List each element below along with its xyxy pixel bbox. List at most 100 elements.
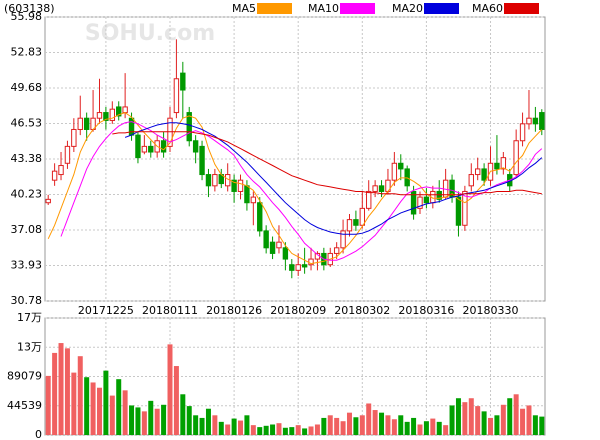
volume-bar	[84, 377, 90, 435]
candle-body	[276, 241, 282, 249]
candle-body	[539, 112, 545, 130]
y-tick-label: 17万	[17, 311, 42, 324]
candle-body	[410, 190, 417, 215]
candle-body	[391, 162, 398, 181]
candle-body	[359, 207, 366, 226]
candle-body	[263, 230, 269, 249]
volume-bar	[520, 408, 526, 435]
volume-bar	[494, 415, 500, 435]
volume-bar	[513, 394, 519, 435]
volume-bar	[308, 426, 314, 435]
volume-bar	[135, 407, 141, 435]
volume-bar	[385, 415, 391, 435]
ma-line	[112, 131, 542, 196]
candle-body	[474, 168, 481, 176]
volume-bar	[379, 412, 385, 435]
volume-bar	[340, 421, 346, 435]
volume-bar	[282, 427, 288, 435]
volume-bar	[71, 372, 77, 435]
legend-label: MA60	[472, 2, 503, 15]
volume-bar	[449, 405, 455, 435]
candle-body	[77, 117, 83, 130]
volume-bar	[205, 408, 211, 435]
candle-body	[250, 196, 257, 204]
y-tick-label: 37.08	[11, 223, 43, 236]
volume-bar	[199, 417, 205, 435]
candle-body	[500, 157, 507, 170]
volume-bar	[173, 366, 179, 435]
legend-label: MA5	[232, 2, 256, 15]
volume-bar	[148, 400, 154, 435]
volume-bar	[250, 425, 256, 435]
candle-body	[64, 145, 71, 164]
candle-body	[83, 117, 90, 130]
candle-body	[282, 247, 289, 260]
candle-body	[244, 185, 250, 204]
candle-body	[372, 185, 378, 192]
candle-body	[71, 128, 77, 147]
x-tick-label: 20180209	[270, 304, 326, 317]
legend-swatch	[257, 3, 292, 14]
candle-body	[199, 145, 205, 176]
volume-bar	[417, 424, 423, 435]
candle-body	[301, 264, 308, 268]
volume-bar	[129, 405, 135, 435]
candle-body	[289, 264, 295, 271]
candle-body	[58, 165, 64, 176]
candle-body	[192, 140, 199, 153]
y-tick-label: 0	[35, 428, 42, 440]
volume-bar	[462, 402, 468, 435]
candle-body	[135, 134, 141, 159]
volume-bar	[161, 404, 167, 435]
candle-body	[212, 174, 218, 187]
volume-bar	[186, 406, 192, 435]
volume-bar	[64, 348, 70, 435]
volume-bar	[334, 417, 340, 435]
volume-bar	[302, 428, 308, 435]
candle-body	[532, 117, 539, 125]
volume-bar	[52, 352, 58, 435]
volume-bar	[103, 370, 109, 435]
volume-bar	[411, 417, 417, 435]
candle-body	[180, 72, 186, 91]
volume-bar	[109, 395, 115, 435]
candle-body	[295, 264, 301, 271]
candle-body	[122, 106, 128, 114]
candle-body	[148, 145, 154, 153]
volume-bar	[263, 425, 269, 435]
volume-bar	[488, 417, 494, 435]
volume-bar	[532, 415, 538, 435]
candle-body	[128, 117, 135, 136]
candle-body	[398, 162, 404, 170]
candle-body	[346, 219, 353, 232]
candle-body	[366, 190, 372, 209]
candle-body	[353, 219, 359, 226]
y-tick-label: 52.83	[11, 46, 43, 59]
x-tick-label: 20180111	[142, 304, 198, 317]
volume-bar	[122, 390, 128, 435]
candle-body	[231, 179, 237, 192]
candle-body	[436, 190, 442, 200]
y-tick-label: 33.93	[11, 259, 43, 272]
volume-bar	[500, 404, 506, 435]
volume-bar	[276, 423, 282, 435]
x-tick-label: 20180330	[463, 304, 519, 317]
volume-bar	[443, 425, 449, 435]
volume-bar	[96, 387, 102, 435]
volume-bar	[167, 344, 173, 435]
ma-line	[124, 122, 543, 235]
volume-bar	[90, 382, 96, 435]
legend-swatch	[340, 3, 375, 14]
volume-bar	[212, 415, 218, 435]
x-tick-label: 20171225	[78, 304, 134, 317]
candle-body	[167, 117, 173, 147]
volume-bar	[238, 420, 244, 435]
x-tick-label: 20180126	[206, 304, 262, 317]
volume-bar	[257, 427, 263, 435]
candle-body	[257, 202, 263, 232]
candle-body	[45, 198, 51, 204]
candle-body	[519, 123, 526, 142]
candle-body	[378, 185, 385, 192]
